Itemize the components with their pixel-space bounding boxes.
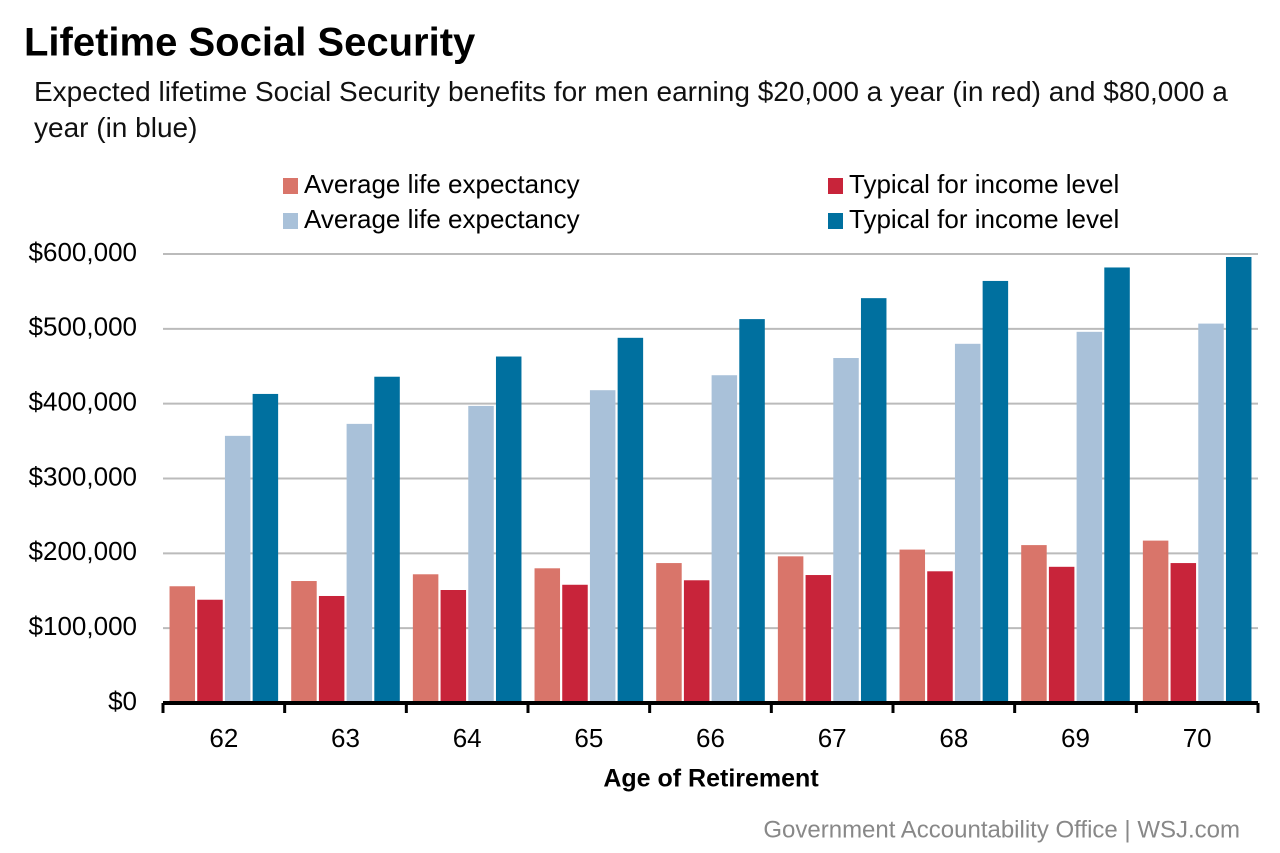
bar: [711, 375, 738, 703]
bar: [656, 563, 682, 703]
bar: [495, 356, 522, 703]
bar: [468, 405, 494, 703]
bar: [534, 568, 561, 703]
y-tick-label: $0: [108, 686, 137, 716]
bar: [805, 575, 832, 703]
x-tick-label: 68: [939, 723, 968, 753]
x-tick-label: 67: [818, 723, 847, 753]
x-tick-label: 63: [331, 723, 360, 753]
bar: [927, 571, 953, 703]
bar: [954, 343, 981, 703]
bar: [739, 319, 765, 703]
bar: [860, 298, 887, 703]
bar: [346, 423, 373, 703]
y-tick-label: $200,000: [29, 536, 137, 566]
x-tick-label: 64: [453, 723, 482, 753]
legend-swatch: [283, 178, 298, 194]
bar: [169, 586, 196, 703]
bar: [1170, 563, 1197, 703]
bar: [1048, 566, 1075, 703]
bar: [1225, 256, 1252, 703]
bar: [1142, 540, 1169, 703]
bar: [617, 337, 644, 703]
x-tick-label: 69: [1061, 723, 1090, 753]
bar: [562, 584, 588, 703]
bar: [683, 580, 710, 703]
x-tick-label: 65: [574, 723, 603, 753]
x-tick-label: 70: [1183, 723, 1212, 753]
bar: [412, 574, 439, 703]
bar: [252, 393, 279, 703]
legend-label: Typical for income level: [849, 204, 1119, 234]
x-tick-label: 66: [696, 723, 725, 753]
bar: [1021, 545, 1047, 703]
y-tick-label: $100,000: [29, 611, 137, 641]
bar: [440, 590, 467, 703]
y-tick-label: $400,000: [29, 387, 137, 417]
legend-label: Typical for income level: [849, 169, 1119, 199]
source: Government Accountability Office | WSJ.c…: [763, 816, 1240, 843]
bar: [982, 280, 1009, 703]
x-tick-label: 62: [209, 723, 238, 753]
x-axis-label: Age of Retirement: [603, 765, 819, 793]
bar: [777, 556, 804, 703]
bar: [899, 549, 926, 703]
chart-subtitle: Expected lifetime Social Security benefi…: [34, 76, 1228, 143]
legend-swatch: [828, 213, 843, 229]
chart-title: Lifetime Social Security: [24, 21, 476, 65]
legend-label: Average life expectancy: [304, 204, 580, 234]
bar: [1198, 323, 1224, 703]
bar: [291, 581, 317, 703]
bar: [224, 435, 251, 703]
bar: [318, 595, 345, 703]
y-tick-label: $300,000: [29, 461, 137, 491]
y-tick-label: $600,000: [29, 237, 137, 267]
subtitle-box: Expected lifetime Social Security benefi…: [34, 76, 1228, 143]
bar: [1076, 331, 1103, 703]
bar: [833, 358, 859, 703]
y-tick-label: $500,000: [29, 312, 137, 342]
bar: [589, 390, 616, 703]
legend-swatch: [283, 213, 298, 229]
bar: [374, 376, 400, 703]
bar: [197, 599, 223, 703]
bar: [1104, 267, 1130, 703]
legend-label: Average life expectancy: [304, 169, 580, 199]
legend-swatch: [828, 178, 843, 194]
